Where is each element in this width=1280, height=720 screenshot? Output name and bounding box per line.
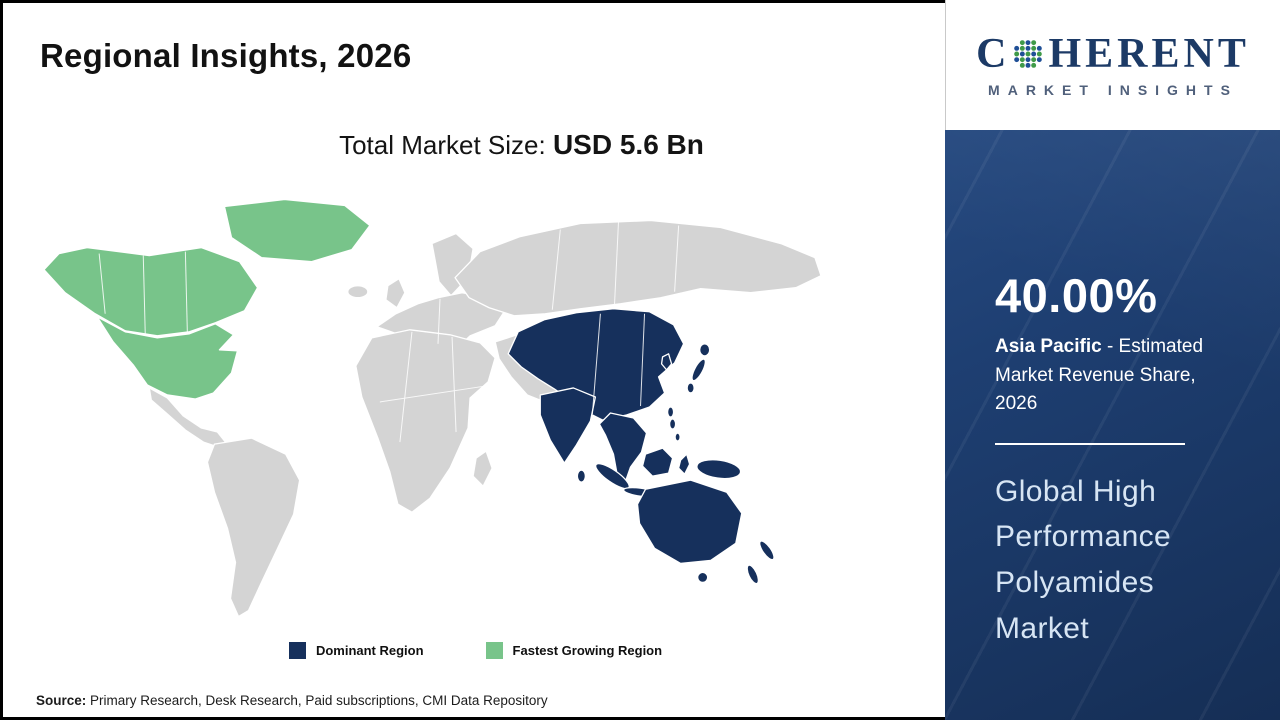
world-map-svg (43, 198, 822, 618)
region-borneo (641, 447, 674, 477)
region-new-zealand-south (746, 564, 760, 585)
region-japan-kyushu (686, 382, 695, 394)
region-rest-of-world (148, 219, 822, 618)
sidebar: C HERENT MARKET INSIGHTS 40.00% Asia Pac… (945, 0, 1280, 720)
region-sulawesi (677, 453, 691, 475)
fastest-region-swatch-icon (485, 642, 503, 659)
region-madagascar (472, 450, 493, 487)
report-title: Global High Performance Polyamides Marke… (995, 474, 1172, 646)
sidebar-content: 40.00% Asia Pacific - Estimated Market R… (995, 268, 1240, 652)
logo-suffix: HERENT (1048, 30, 1250, 77)
legend-label-fastest: Fastest Growing Region (512, 643, 663, 658)
region-taiwan (666, 406, 675, 418)
region-canada (43, 246, 259, 337)
region-philippines-2 (674, 432, 681, 442)
region-tasmania (697, 571, 709, 584)
region-africa (355, 329, 496, 513)
brand-logo: C HERENT MARKET INSIGHTS (945, 0, 1280, 130)
world-map (39, 191, 831, 633)
region-philippines-1 (668, 418, 677, 430)
region-north-america (43, 198, 371, 400)
region-sri-lanka (576, 469, 587, 483)
region-japan-honshu (691, 358, 706, 382)
region-japan-hokkaido (699, 343, 711, 357)
source-label: Source: (36, 693, 87, 708)
region-asia-pacific (507, 308, 775, 585)
revenue-share-text: - Estimated Market Revenue Share, 2026 (995, 336, 1204, 414)
revenue-share-region: Asia Pacific (995, 336, 1102, 357)
legend-item-fastest: Fastest Growing Region (485, 642, 663, 659)
market-size-value: USD 5.6 Bn (552, 129, 704, 160)
divider (995, 442, 1185, 445)
logo-tagline: MARKET INSIGHTS (988, 81, 1238, 98)
region-new-guinea (696, 459, 742, 480)
total-market-size: Total Market Size: USD 5.6 Bn (3, 129, 945, 161)
logo-prefix: C (976, 30, 1011, 77)
legend-item-dominant: Dominant Region (288, 642, 424, 659)
region-usa (96, 316, 239, 400)
dominant-region-swatch-icon (288, 642, 306, 659)
logo-wordmark: C HERENT (976, 33, 1250, 75)
dotted-globe-icon (1014, 39, 1043, 68)
region-new-zealand-north (759, 540, 775, 561)
region-korea (660, 353, 673, 371)
market-size-label: Total Market Size: (339, 130, 553, 160)
region-south-america (206, 437, 301, 618)
main-panel: Regional Insights, 2026 Total Market Siz… (0, 0, 945, 720)
region-greenland (223, 198, 371, 263)
region-australia (636, 479, 743, 565)
legend-label-dominant: Dominant Region (315, 643, 424, 658)
region-russia (454, 219, 822, 317)
page-title: Regional Insights, 2026 (40, 37, 412, 74)
source-text: Primary Research, Desk Research, Paid su… (86, 693, 548, 708)
region-india (539, 387, 597, 464)
region-uk (385, 278, 406, 309)
revenue-share-value: 40.00% (995, 269, 1158, 322)
country-borders-icon (98, 222, 680, 443)
map-legend: Dominant Region Fastest Growing Region (3, 642, 948, 659)
revenue-share-description: Asia Pacific - Estimated Market Revenue … (995, 333, 1230, 419)
source-line: Source: Primary Research, Desk Research,… (36, 693, 548, 708)
region-iceland (347, 285, 369, 299)
